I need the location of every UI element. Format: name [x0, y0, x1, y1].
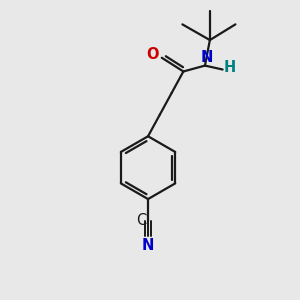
Text: C: C [136, 213, 146, 228]
Text: N: N [142, 238, 154, 253]
Text: O: O [147, 47, 159, 62]
Text: N: N [201, 50, 213, 65]
Text: H: H [224, 60, 236, 75]
